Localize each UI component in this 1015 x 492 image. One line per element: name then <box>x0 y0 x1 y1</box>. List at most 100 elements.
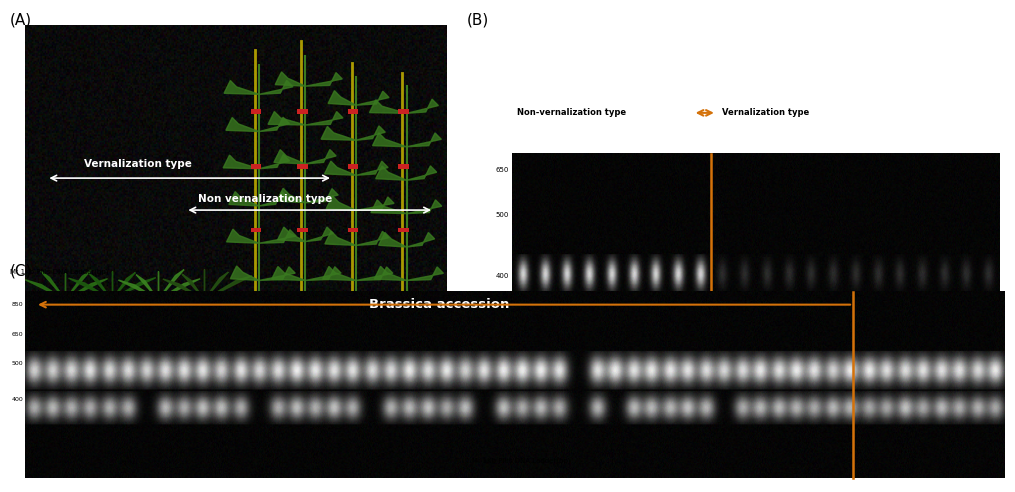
Polygon shape <box>224 81 259 94</box>
Text: 400: 400 <box>496 273 510 279</box>
Polygon shape <box>204 276 252 300</box>
Text: 올포: 올포 <box>867 479 871 483</box>
Polygon shape <box>158 279 200 300</box>
Text: 음폭수: 음폭수 <box>776 479 781 485</box>
Polygon shape <box>41 272 65 300</box>
Text: LP10: LP10 <box>482 479 486 488</box>
Text: WB22: WB22 <box>295 479 299 489</box>
Text: WB27: WB27 <box>898 427 901 439</box>
Polygon shape <box>274 150 306 164</box>
Text: WB26: WB26 <box>370 479 375 489</box>
Bar <box>333 300 370 338</box>
Text: WB12: WB12 <box>127 479 131 489</box>
Polygon shape <box>376 166 407 180</box>
Bar <box>241 319 270 332</box>
Polygon shape <box>65 278 108 300</box>
Polygon shape <box>136 275 158 300</box>
Polygon shape <box>204 272 228 300</box>
Text: WB11: WB11 <box>543 427 547 439</box>
Bar <box>92 300 131 338</box>
Text: 표준종: 표준종 <box>849 479 853 485</box>
Bar <box>143 319 173 332</box>
Polygon shape <box>277 227 306 242</box>
Polygon shape <box>306 227 333 242</box>
Text: WB06: WB06 <box>70 479 74 489</box>
Polygon shape <box>328 91 356 105</box>
Text: 교잡종: 교잡종 <box>831 479 835 485</box>
Polygon shape <box>226 229 259 243</box>
Text: 850: 850 <box>12 302 23 307</box>
Text: 2연: 2연 <box>885 479 889 483</box>
Text: 마일드: 마일드 <box>758 479 762 485</box>
Text: WB13: WB13 <box>765 427 768 439</box>
Bar <box>282 300 320 338</box>
Polygon shape <box>375 266 407 280</box>
Text: LP04: LP04 <box>408 479 412 488</box>
Polygon shape <box>306 150 336 164</box>
Text: WB04: WB04 <box>521 427 525 439</box>
Polygon shape <box>306 73 342 86</box>
Polygon shape <box>306 112 343 125</box>
Polygon shape <box>326 196 356 211</box>
Polygon shape <box>259 230 296 243</box>
Polygon shape <box>259 191 288 206</box>
Bar <box>337 319 366 332</box>
Polygon shape <box>277 188 306 203</box>
Text: Vernalization type: Vernalization type <box>722 108 809 118</box>
Polygon shape <box>65 270 90 300</box>
Bar <box>589 292 1005 478</box>
Polygon shape <box>259 80 293 94</box>
Polygon shape <box>306 188 338 203</box>
Text: WB05: WB05 <box>52 479 56 489</box>
Text: 국내종자: 국내종자 <box>903 479 907 488</box>
Text: Brassica accession: Brassica accession <box>369 298 510 311</box>
Bar <box>347 109 358 114</box>
Bar <box>398 164 409 168</box>
Polygon shape <box>356 91 389 105</box>
Bar <box>286 319 316 332</box>
Polygon shape <box>379 233 407 247</box>
Text: 연동수: 연동수 <box>795 479 799 485</box>
Text: WB27T: WB27T <box>389 479 393 492</box>
Text: WB18: WB18 <box>239 479 243 489</box>
Text: WB09: WB09 <box>89 479 93 489</box>
Polygon shape <box>356 126 386 140</box>
Polygon shape <box>356 267 393 280</box>
Text: 진히B: 진히B <box>650 479 654 486</box>
Polygon shape <box>112 277 156 300</box>
Text: WB20-2: WB20-2 <box>276 479 280 492</box>
Text: Chil3: Chil3 <box>704 479 708 488</box>
Polygon shape <box>369 100 407 113</box>
Polygon shape <box>373 133 407 147</box>
Polygon shape <box>407 99 438 113</box>
Bar <box>47 300 84 338</box>
Text: LP07: LP07 <box>426 479 430 488</box>
Bar <box>25 292 569 478</box>
Text: WB20-1: WB20-1 <box>258 479 262 492</box>
Polygon shape <box>69 278 112 300</box>
Bar <box>297 164 308 168</box>
Text: LP09: LP09 <box>464 479 468 488</box>
Polygon shape <box>259 267 295 280</box>
Text: LP23: LP23 <box>520 479 524 488</box>
Text: (B): (B) <box>467 12 489 27</box>
Bar <box>398 109 409 114</box>
Bar <box>512 154 1000 423</box>
Text: 정원싙: 정원싙 <box>987 427 991 435</box>
Text: WB14: WB14 <box>565 427 569 439</box>
Text: WB09: WB09 <box>743 427 747 439</box>
Text: WB15: WB15 <box>588 427 592 439</box>
Text: WB15: WB15 <box>183 479 187 489</box>
Polygon shape <box>259 117 289 131</box>
Polygon shape <box>119 280 158 300</box>
Polygon shape <box>407 267 444 280</box>
Bar <box>186 300 223 338</box>
Bar <box>251 228 261 233</box>
Text: (A): (A) <box>10 12 32 27</box>
Polygon shape <box>158 270 184 300</box>
Text: LP21: LP21 <box>501 479 505 488</box>
Bar <box>398 228 409 233</box>
Text: 500: 500 <box>12 361 23 366</box>
Text: M: 1Kb Plus DNA Ladder(bp): M: 1Kb Plus DNA Ladder(bp) <box>472 458 570 464</box>
Text: 다한수: 다한수 <box>813 479 817 485</box>
